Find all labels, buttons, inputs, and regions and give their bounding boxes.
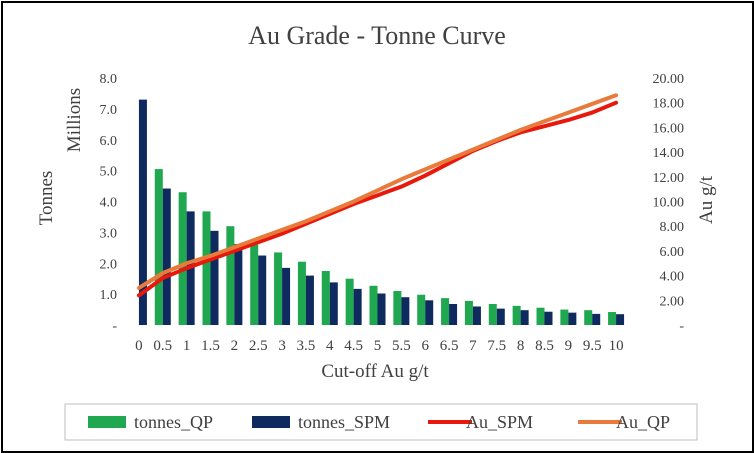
x-tick-label: 7.5 xyxy=(487,338,506,354)
y-left-tick-label: 5.0 xyxy=(100,165,118,180)
y-left-tick-label: - xyxy=(112,319,117,334)
bar-tonnes_SPM xyxy=(568,312,577,325)
line-Au_QP xyxy=(136,93,619,290)
legend-box xyxy=(64,403,698,441)
bar-tonnes_SPM xyxy=(472,306,481,325)
x-tick-label: 8 xyxy=(517,338,525,354)
bar-tonnes_QP xyxy=(560,309,569,325)
bar-tonnes_QP xyxy=(250,244,259,325)
y-right-tick-label: 18.00 xyxy=(653,97,685,112)
y-right-tick-label: 4.00 xyxy=(660,270,685,285)
x-tick-label: 8.5 xyxy=(535,338,554,354)
legend-label: Au_SPM xyxy=(466,412,533,432)
bar-tonnes_SPM xyxy=(544,311,553,325)
bar-tonnes_QP xyxy=(393,291,402,325)
x-tick-label: 3.5 xyxy=(297,338,316,354)
bar-tonnes_QP xyxy=(369,285,378,325)
x-tick-label: 7 xyxy=(469,338,477,354)
line-Au_SPM xyxy=(136,100,619,298)
bar-tonnes_QP xyxy=(441,298,450,325)
bar-tonnes_QP xyxy=(178,192,187,325)
bar-tonnes_SPM xyxy=(138,99,147,325)
y-left-tick-label: 1.0 xyxy=(100,288,118,303)
y-left-tick-label: 8.0 xyxy=(100,72,118,87)
bar-tonnes_SPM xyxy=(282,267,291,325)
y-right-tick-label: 12.00 xyxy=(653,171,685,186)
y-left-tick-label: 2.0 xyxy=(100,257,118,272)
bar-tonnes_SPM xyxy=(616,314,625,325)
y-right-tick-label: 6.00 xyxy=(660,245,685,260)
y-right-axis-label: Au g/t xyxy=(696,175,717,224)
x-tick-label: 2.5 xyxy=(249,338,268,354)
bar-tonnes_QP xyxy=(608,312,617,325)
bar-tonnes_SPM xyxy=(258,255,267,325)
y-right-tick-label: - xyxy=(679,319,684,334)
bar-tonnes_QP xyxy=(584,310,593,325)
y-right-tick-label: 10.00 xyxy=(653,196,685,211)
y-left-tick-label: 6.0 xyxy=(100,134,118,149)
bar-tonnes_SPM xyxy=(210,230,219,325)
bar-tonnes_QP xyxy=(297,261,306,325)
y-right-tick-label: 2.00 xyxy=(660,294,685,309)
x-tick-label: 5.5 xyxy=(392,338,411,354)
bar-tonnes_SPM xyxy=(592,313,601,325)
bar-tonnes_SPM xyxy=(305,275,314,325)
legend-swatch xyxy=(88,416,126,428)
bar-tonnes_SPM xyxy=(162,188,171,325)
bar-tonnes_SPM xyxy=(353,288,362,325)
legend-label: tonnes_QP xyxy=(134,412,213,432)
bar-tonnes_QP xyxy=(345,278,354,325)
x-tick-label: 9.5 xyxy=(583,338,602,354)
x-tick-label: 9 xyxy=(565,338,573,354)
x-tick-label: 6.5 xyxy=(440,338,459,354)
legend-swatch xyxy=(252,416,290,428)
y-right-tick-label: 14.00 xyxy=(653,146,685,161)
x-tick-label: 1.5 xyxy=(201,338,220,354)
x-tick-label: 1 xyxy=(183,338,191,354)
y-right-tick-label: 20.00 xyxy=(653,72,685,87)
bar-tonnes_SPM xyxy=(496,308,505,325)
bar-tonnes_SPM xyxy=(425,300,434,325)
legend-label: Au_QP xyxy=(616,412,670,432)
y-left-tick-label: 3.0 xyxy=(100,226,118,241)
y-left-units-label: Millions xyxy=(64,88,85,152)
bar-tonnes_QP xyxy=(417,294,426,325)
bar-tonnes_QP xyxy=(464,300,473,325)
x-tick-label: 6 xyxy=(421,338,429,354)
y-right-tick-label: 8.00 xyxy=(660,220,685,235)
bar-tonnes_SPM xyxy=(377,293,386,325)
x-tick-label: 2 xyxy=(231,338,239,354)
y-right-tick-label: 16.00 xyxy=(653,121,685,136)
x-tick-label: 10 xyxy=(609,338,624,354)
y-left-axis-label: Tonnes xyxy=(36,171,57,226)
bar-tonnes_SPM xyxy=(449,304,458,325)
y-left-tick-label: 4.0 xyxy=(100,196,118,211)
bar-tonnes_QP xyxy=(512,305,521,325)
x-tick-label: 4.5 xyxy=(344,338,363,354)
bar-tonnes_QP xyxy=(154,169,163,325)
x-tick-label: 3 xyxy=(278,338,286,354)
bar-tonnes_SPM xyxy=(520,310,529,325)
x-tick-label: 0 xyxy=(135,338,143,354)
chart-title: Au Grade - Tonne Curve xyxy=(248,21,506,50)
x-axis-label: Cut-off Au g/t xyxy=(321,361,429,382)
bar-tonnes_SPM xyxy=(401,297,410,325)
bar-tonnes_QP xyxy=(202,211,211,325)
x-tick-label: 5 xyxy=(374,338,382,354)
bar-tonnes_QP xyxy=(536,307,545,325)
bar-tonnes_QP xyxy=(274,252,283,325)
bar-tonnes_SPM xyxy=(329,282,338,325)
bar-tonnes_QP xyxy=(488,304,497,325)
x-tick-label: 0.5 xyxy=(153,338,172,354)
legend-label: tonnes_SPM xyxy=(298,412,390,432)
bar-tonnes_SPM xyxy=(234,244,243,325)
bar-tonnes_QP xyxy=(321,270,330,325)
x-tick-label: 4 xyxy=(326,338,334,354)
bar-tonnes_QP xyxy=(226,226,235,325)
y-left-tick-label: 7.0 xyxy=(100,103,118,118)
